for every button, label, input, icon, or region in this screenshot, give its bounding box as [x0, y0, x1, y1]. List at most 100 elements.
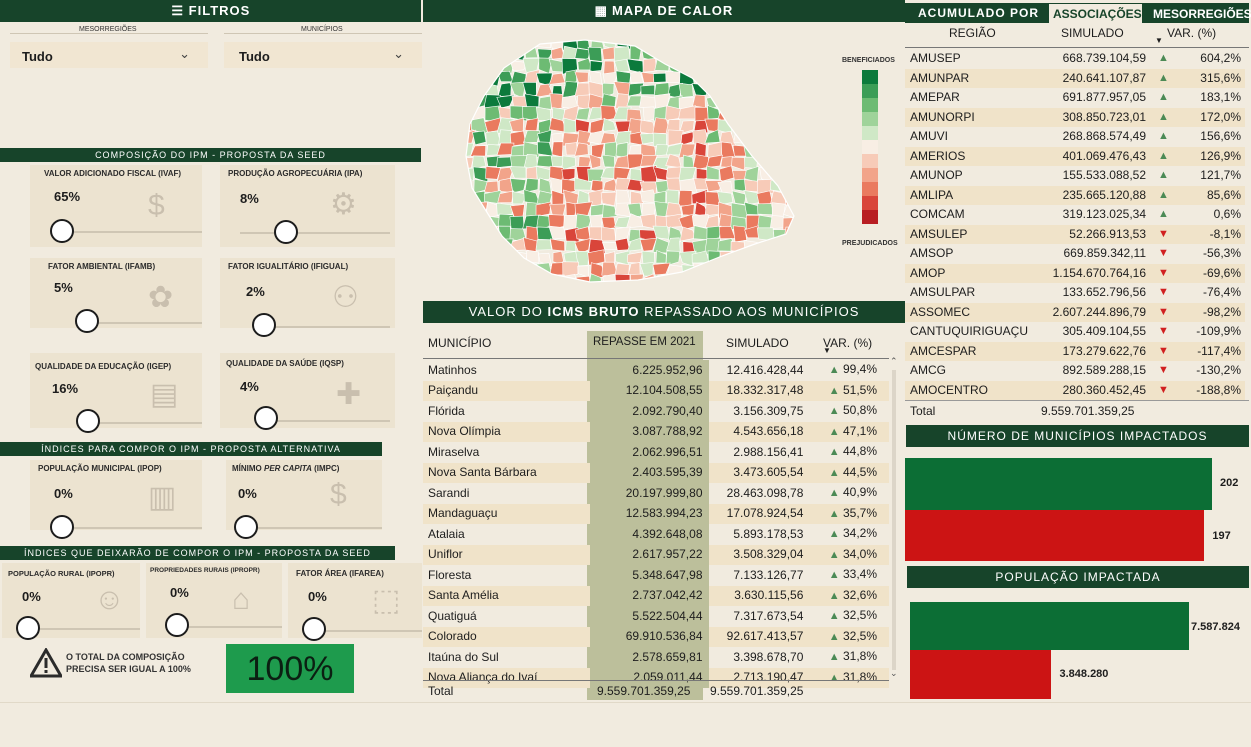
municipality-cell[interactable] — [731, 190, 747, 205]
municipality-cell[interactable] — [692, 57, 709, 73]
municipality-cell[interactable] — [642, 58, 658, 73]
ipopr-slider-track[interactable] — [40, 628, 140, 630]
table-row[interactable]: AMSULEP 52.266.913,53 ▼ -8,1% — [905, 224, 1245, 244]
municipality-cell[interactable] — [782, 81, 798, 98]
municipality-cell[interactable] — [771, 250, 786, 265]
municipality-cell[interactable] — [613, 166, 631, 180]
municipality-dropdown[interactable]: Tudo ⌄ — [224, 42, 422, 68]
municipality-cell[interactable] — [783, 178, 799, 193]
municipality-cell[interactable] — [782, 38, 800, 48]
municipality-cell[interactable] — [783, 250, 798, 265]
municipality-cell[interactable] — [470, 225, 488, 243]
municipality-cell[interactable] — [460, 201, 476, 219]
municipality-cell[interactable] — [784, 96, 796, 111]
municipality-cell[interactable] — [615, 70, 632, 86]
municipality-cell[interactable] — [640, 84, 655, 95]
municipality-cell[interactable] — [575, 107, 591, 121]
municipality-cell[interactable] — [461, 190, 476, 207]
municipality-cell[interactable] — [460, 251, 472, 264]
municipality-cell[interactable] — [537, 118, 553, 134]
municipality-cell[interactable] — [460, 179, 472, 191]
municipality-cell[interactable] — [704, 180, 723, 192]
municipality-cell[interactable] — [745, 69, 762, 86]
municipality-cell[interactable] — [719, 69, 735, 86]
municipality-cell[interactable] — [704, 118, 721, 133]
municipality-cell[interactable] — [743, 36, 760, 49]
municipality-cell[interactable] — [719, 165, 735, 182]
municipality-cell[interactable] — [485, 166, 502, 180]
municipality-cell[interactable] — [615, 226, 631, 242]
municipality-cell[interactable] — [746, 264, 759, 278]
municipality-cell[interactable] — [484, 275, 499, 286]
municipality-cell[interactable] — [798, 216, 800, 230]
municipality-cell[interactable] — [798, 274, 800, 286]
table-row[interactable]: Santa Amélia 2.737.042,42 3.630.115,56 ▲ 32… — [423, 585, 889, 606]
municipality-cell[interactable] — [626, 178, 645, 192]
municipality-cell[interactable] — [509, 215, 525, 231]
municipality-cell[interactable] — [747, 45, 761, 60]
municipality-cell[interactable] — [771, 117, 788, 135]
municipality-cell[interactable] — [511, 191, 528, 205]
municipality-cell[interactable] — [497, 190, 514, 204]
municipality-cell[interactable] — [732, 253, 748, 266]
municipality-cell[interactable] — [613, 130, 632, 147]
municipality-cell[interactable] — [668, 274, 681, 286]
municipality-cell[interactable] — [588, 153, 602, 169]
municipality-cell[interactable] — [587, 273, 603, 286]
municipality-cell[interactable] — [460, 48, 476, 61]
municipality-cell[interactable] — [796, 262, 800, 278]
municipality-cell[interactable] — [717, 105, 735, 121]
municipality-cell[interactable] — [704, 264, 723, 277]
municipality-cell[interactable] — [536, 36, 552, 49]
scroll-up-icon[interactable]: ⌃ — [890, 356, 898, 366]
municipality-cell[interactable] — [574, 47, 591, 60]
municipality-cell[interactable] — [538, 95, 552, 110]
mesoregion-filter[interactable]: MESORREGIÕES Tudo ⌄ — [10, 26, 208, 71]
municipality-cell[interactable] — [496, 94, 515, 109]
table-row[interactable]: Matinhos 6.225.952,96 12.416.428,44 ▲ 99,4% — [423, 360, 889, 381]
municipality-cell[interactable] — [628, 82, 645, 97]
municipality-cell[interactable] — [782, 169, 799, 183]
scroll-thumb[interactable] — [892, 370, 896, 670]
municipality-cell[interactable] — [799, 238, 800, 251]
municipality-cell[interactable] — [707, 105, 721, 120]
municipality-cell[interactable] — [718, 47, 732, 62]
municipality-cell[interactable] — [574, 177, 593, 191]
municipality-cell[interactable] — [483, 262, 502, 278]
impc-slider-knob[interactable] — [234, 515, 258, 539]
municipality-cell[interactable] — [782, 129, 799, 143]
ifarea-slider-track[interactable] — [324, 630, 422, 632]
table-row[interactable]: Floresta 5.348.647,98 7.133.126,77 ▲ 33,4% — [423, 565, 889, 586]
municipality-cell[interactable] — [549, 238, 565, 252]
col-regiao[interactable]: REGIÃO — [949, 26, 996, 40]
municipality-cell[interactable] — [730, 261, 746, 278]
municipality-cell[interactable] — [758, 57, 773, 74]
municipality-cell[interactable] — [587, 249, 606, 266]
municipality-cell[interactable] — [743, 106, 761, 123]
municipality-cell[interactable] — [770, 273, 786, 286]
municipality-cell[interactable] — [679, 276, 695, 286]
municipality-cell[interactable] — [704, 58, 721, 71]
municipality-cell[interactable] — [679, 226, 696, 242]
municipality-cell[interactable] — [757, 203, 775, 216]
municipality-cell[interactable] — [665, 153, 682, 169]
municipality-cell[interactable] — [602, 204, 618, 219]
municipality-cell[interactable] — [510, 178, 527, 194]
municipality-cell[interactable] — [756, 93, 774, 108]
municipality-cell[interactable] — [706, 154, 723, 168]
municipality-cell[interactable] — [798, 166, 800, 183]
municipality-cell[interactable] — [667, 129, 684, 146]
municipality-cell[interactable] — [639, 37, 657, 51]
municipality-cell[interactable] — [770, 82, 787, 99]
municipality-cell[interactable] — [680, 37, 696, 51]
municipality-cell[interactable] — [462, 273, 475, 286]
municipality-cell[interactable] — [770, 190, 787, 205]
municipality-cell[interactable] — [733, 94, 748, 109]
municipality-cell[interactable] — [678, 143, 696, 159]
municipality-cell[interactable] — [743, 94, 761, 111]
municipality-cell[interactable] — [640, 273, 658, 286]
municipality-cell[interactable] — [758, 82, 773, 96]
municipality-cell[interactable] — [472, 130, 487, 146]
table-row[interactable]: AMCESPAR 173.279.622,76 ▼ -117,4% — [905, 341, 1245, 361]
municipality-cell[interactable] — [614, 120, 631, 133]
